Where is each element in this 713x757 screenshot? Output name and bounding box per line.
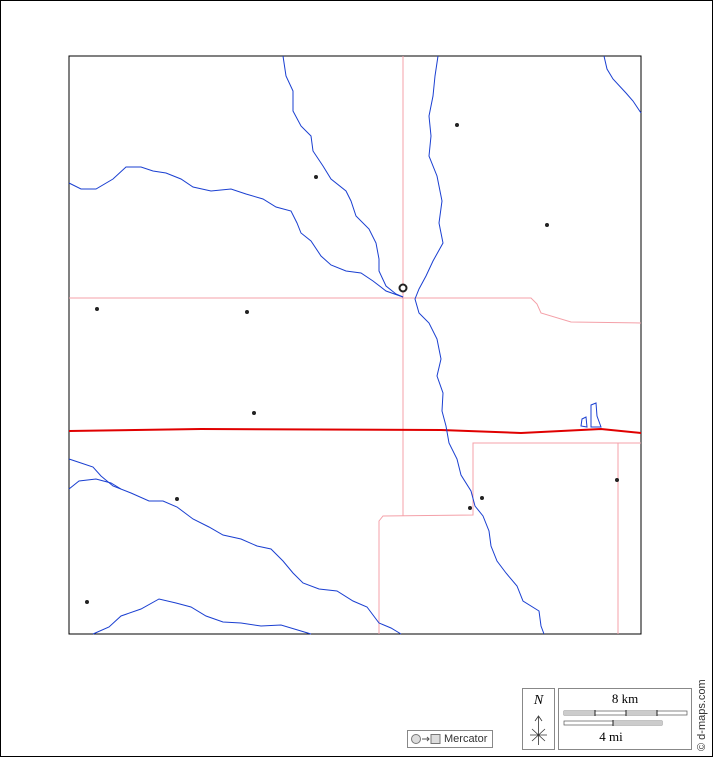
place-dot: [615, 478, 619, 482]
place-dot: [455, 123, 459, 127]
state-border: [68, 427, 642, 435]
north-arrow-box: N: [522, 688, 555, 750]
lake: [580, 416, 588, 428]
county-border: [69, 297, 642, 324]
river: [92, 598, 312, 635]
map-frame: [68, 55, 642, 635]
county-seat-marker: [398, 283, 408, 293]
mi-bar-segment: [613, 721, 662, 725]
place-dot: [85, 600, 89, 604]
km-ticks: [594, 710, 658, 716]
km-bar-segment: [564, 711, 595, 715]
place-dot: [245, 310, 249, 314]
places: [85, 123, 619, 604]
projection-box: Mercator: [407, 730, 493, 748]
place-dot: [175, 497, 179, 501]
north-arrow-icon: [530, 715, 547, 745]
km-bar-segment: [626, 711, 657, 715]
place-dot: [468, 506, 472, 510]
river: [68, 478, 122, 490]
place-dot: [545, 223, 549, 227]
north-label: N: [533, 693, 544, 708]
place-dot: [252, 411, 256, 415]
scale-mi-label: 4 mi: [599, 729, 623, 744]
place-dot: [480, 496, 484, 500]
river: [603, 55, 642, 114]
rivers: [68, 55, 642, 635]
credit-text: © d-maps.com: [696, 679, 708, 751]
place-dot: [314, 175, 318, 179]
place-dot: [95, 307, 99, 311]
river: [282, 55, 404, 298]
county-borders: [69, 56, 642, 634]
scale-bar-box: 8 km 4 mi: [558, 688, 692, 750]
river: [68, 166, 404, 298]
river: [68, 458, 402, 635]
lake: [590, 402, 602, 428]
scale-km-label: 8 km: [611, 691, 639, 706]
circle-to-square-icon: [411, 734, 441, 744]
county-border: [378, 442, 641, 634]
scale-bars: [563, 710, 688, 726]
river: [414, 55, 545, 635]
projection-label: Mercator: [444, 733, 488, 745]
